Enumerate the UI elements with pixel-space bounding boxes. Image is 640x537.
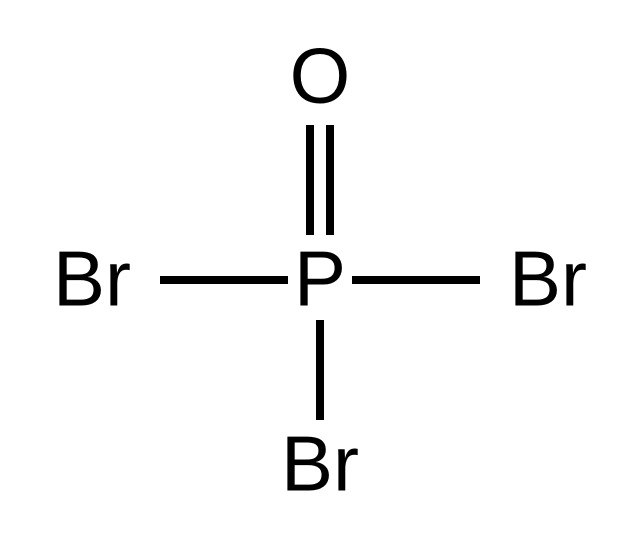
atom-P: P	[294, 235, 346, 323]
atom-Br_left: Br	[53, 235, 131, 323]
atom-Br_bottom: Br	[281, 420, 359, 508]
atom-O_top: O	[290, 32, 351, 120]
molecule-diagram: P O Br Br Br	[0, 0, 640, 537]
atom-Br_right: Br	[509, 235, 587, 323]
